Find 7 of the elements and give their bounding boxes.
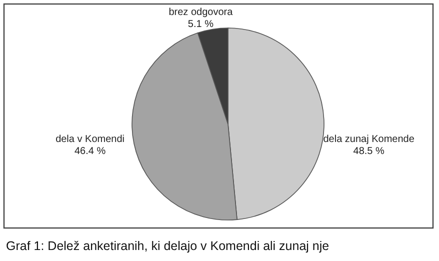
data-label: 5.1 % bbox=[188, 19, 214, 30]
slice-label: dela v Komendi bbox=[56, 134, 124, 145]
data-label: 46.4 % bbox=[74, 146, 106, 157]
slice-label: dela zunaj Komende bbox=[323, 134, 415, 145]
text: Graf 1: Delež anketiranih, ki delajo v Komendi ali zunaj nje bbox=[6, 239, 330, 253]
slice-label: brez odgovora bbox=[168, 7, 234, 18]
data-label: 48.5 % bbox=[353, 146, 385, 157]
